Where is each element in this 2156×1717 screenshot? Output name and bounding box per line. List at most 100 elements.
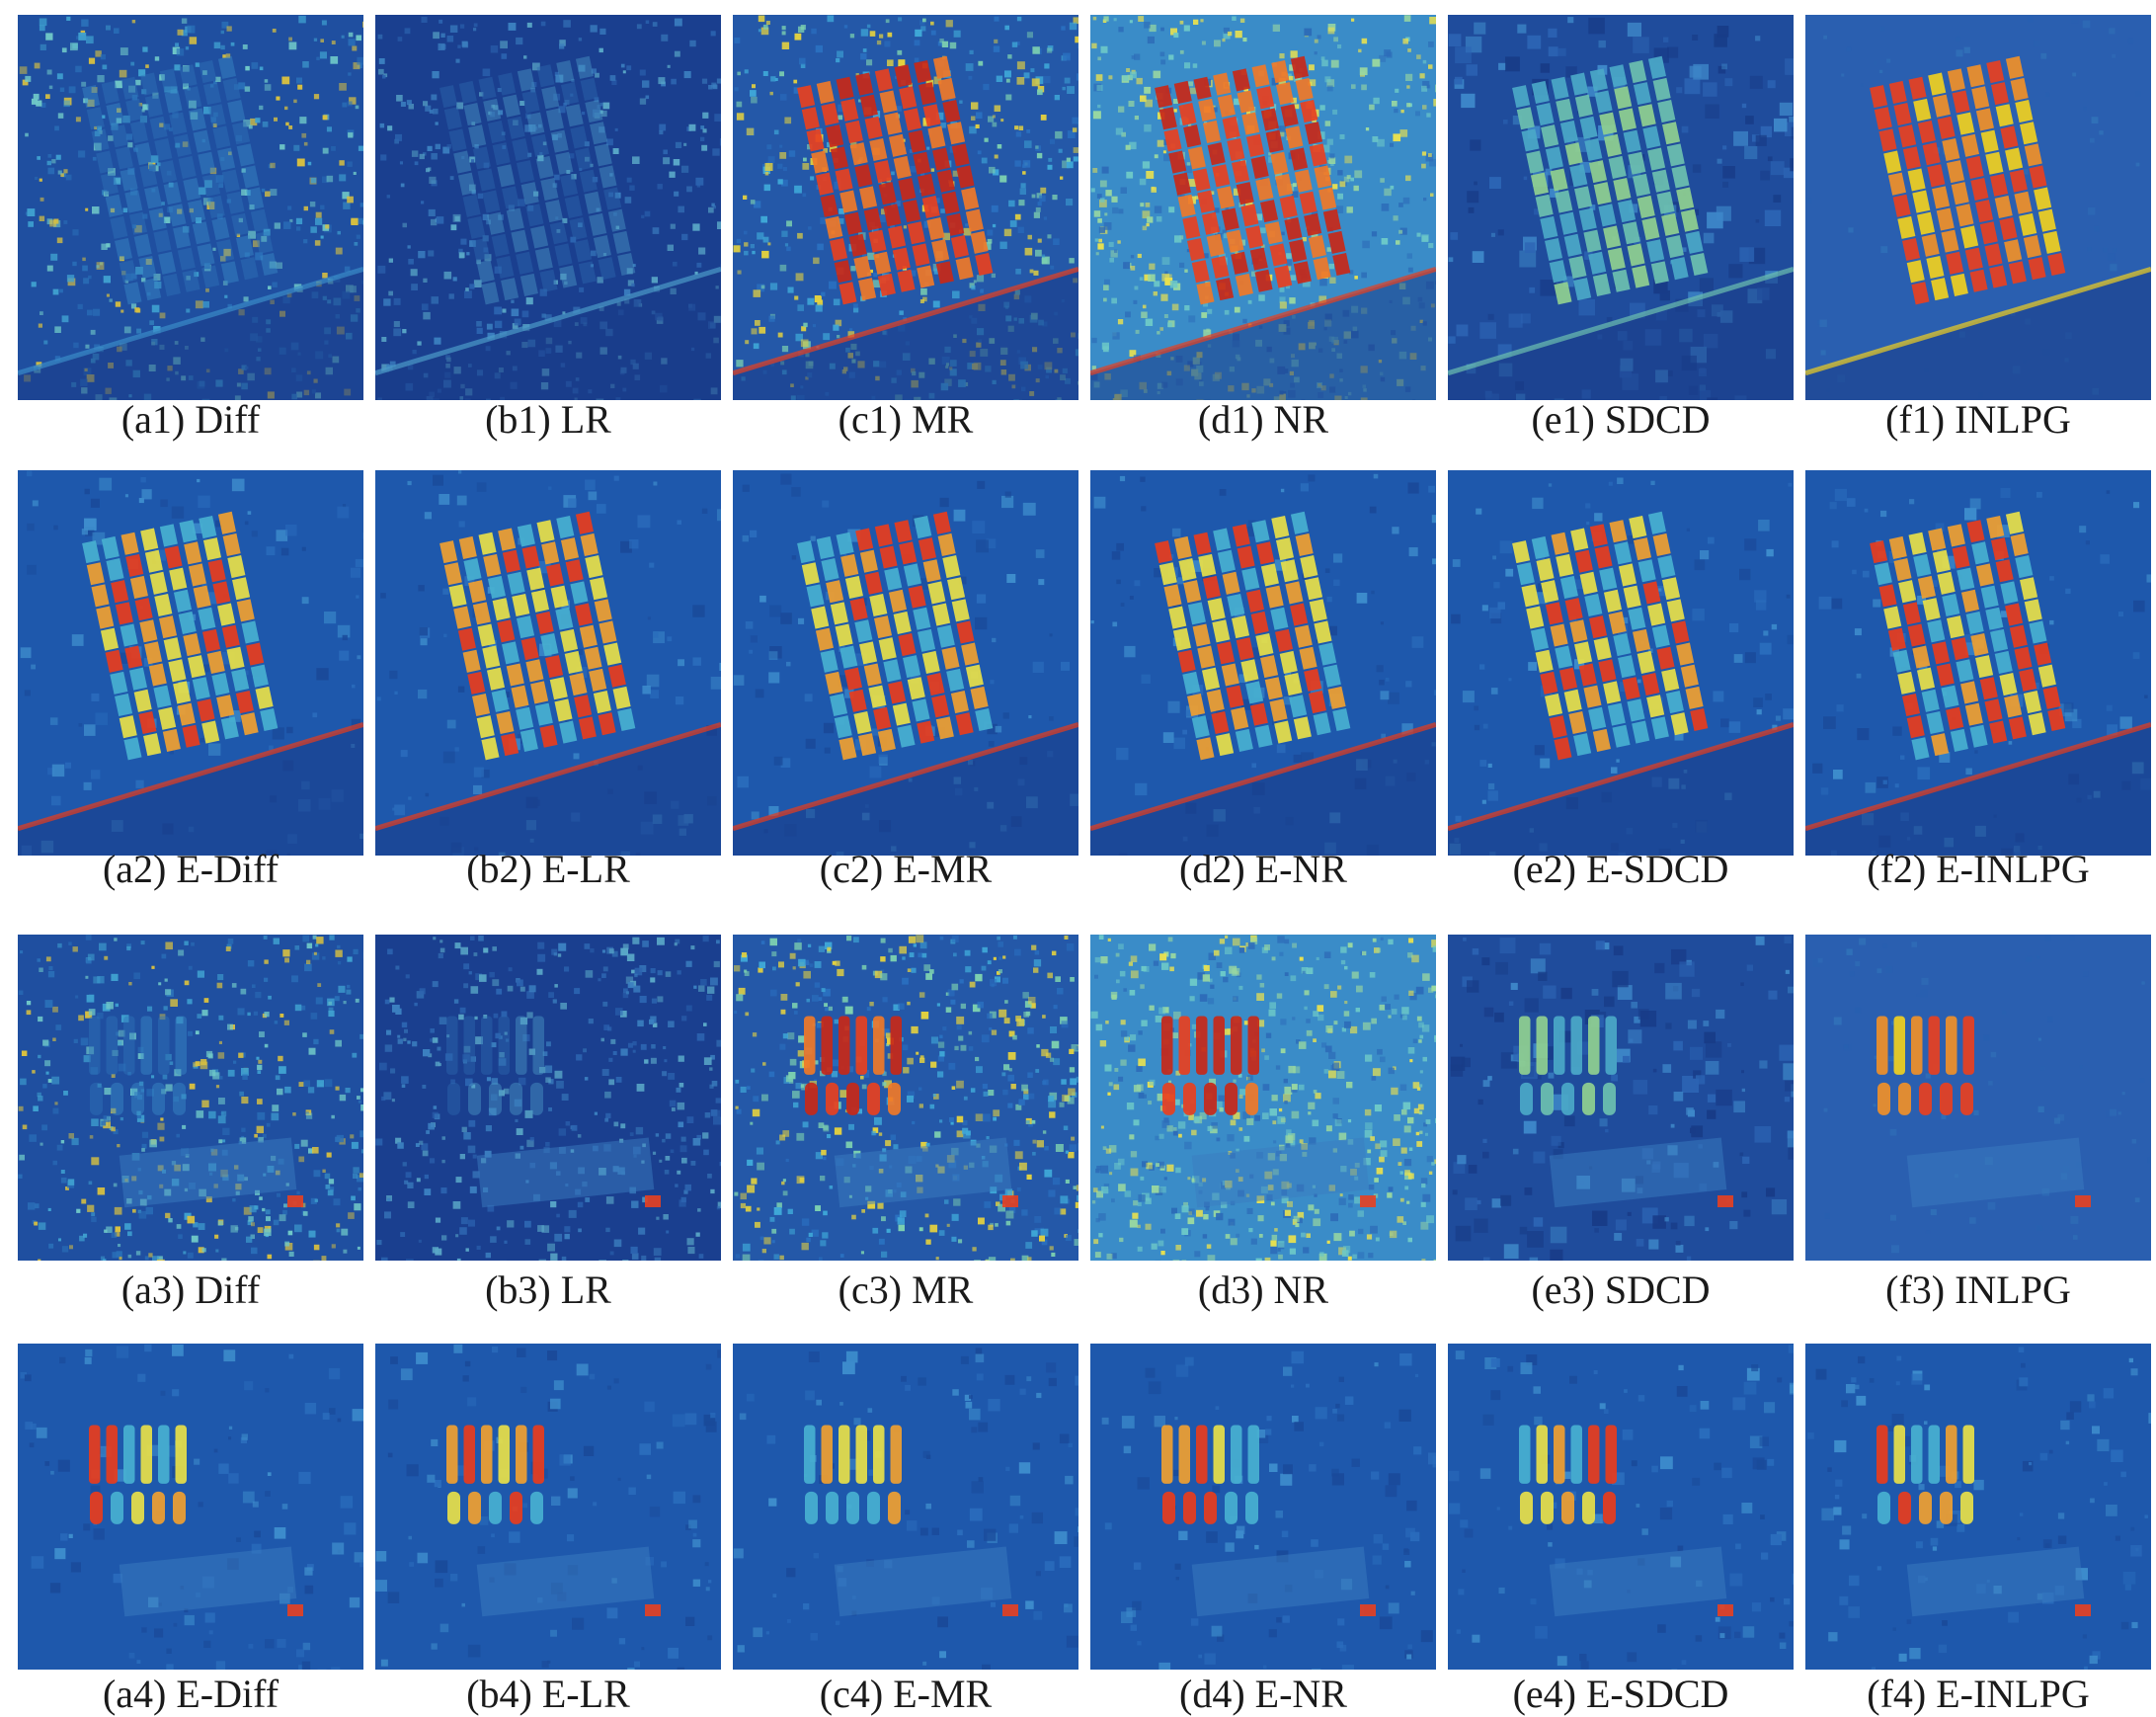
change-map-image	[375, 1344, 721, 1670]
speckle-texture	[1448, 1345, 1794, 1670]
speckle-texture	[1450, 936, 1794, 1261]
lower-region	[1448, 269, 1794, 400]
panel-caption: (b1) LR	[485, 397, 611, 442]
lower-region	[733, 724, 1078, 856]
change-region	[1512, 55, 1709, 305]
panel-caption: (c2) E-MR	[819, 847, 993, 891]
change-map-image	[1090, 15, 1436, 400]
panel-background	[1805, 935, 2151, 1261]
edge-line	[1448, 722, 1794, 832]
result-map-panel	[18, 470, 363, 856]
edge-line	[1805, 722, 2151, 832]
edge-line	[1448, 267, 1794, 376]
panel-caption: (d2) E-NR	[1179, 847, 1347, 891]
edge-line	[18, 267, 363, 376]
panel-caption: (f1) INLPG	[1885, 397, 2071, 442]
change-map-image	[18, 1344, 363, 1670]
change-region	[804, 1016, 1018, 1208]
change-region	[82, 511, 279, 761]
change-region	[439, 511, 636, 761]
lower-region	[1090, 269, 1436, 400]
panel-caption: (f4) E-INLPG	[1867, 1672, 2090, 1716]
panel-caption: (a3) Diff	[120, 1267, 261, 1312]
edge-line	[1090, 267, 1436, 376]
change-region	[82, 55, 279, 305]
result-map-panel	[1805, 15, 2151, 400]
result-map-panel	[375, 470, 721, 856]
change-map-image	[18, 935, 363, 1261]
change-region	[1877, 1016, 2091, 1208]
result-map-panel	[1448, 935, 1794, 1261]
edge-line	[18, 722, 363, 832]
panel-caption: (e4) E-SDCD	[1512, 1672, 1729, 1716]
change-region	[1512, 511, 1709, 761]
change-map-image	[18, 470, 363, 856]
edge-line	[733, 267, 1078, 376]
change-map-image	[1448, 470, 1794, 856]
result-map-panel	[733, 935, 1078, 1261]
panel-caption: (b2) E-LR	[466, 847, 630, 891]
panel-background	[1090, 935, 1436, 1261]
lower-region	[375, 724, 721, 856]
edge-line	[375, 722, 721, 832]
change-region	[446, 1425, 661, 1617]
result-map-panel	[18, 15, 363, 400]
panel-background	[18, 935, 363, 1261]
change-region	[1870, 511, 2066, 761]
panel-caption: (d1) NR	[1197, 397, 1329, 442]
panel-caption: (f2) E-INLPG	[1867, 847, 2090, 891]
edge-line	[733, 722, 1078, 832]
panel-background	[1090, 1344, 1436, 1670]
panel-caption: (a1) Diff	[120, 397, 261, 442]
result-map-panel	[18, 1344, 363, 1670]
panel-caption: (e3) SDCD	[1531, 1267, 1711, 1312]
change-region	[89, 1016, 303, 1208]
change-region	[89, 1425, 303, 1617]
lower-region	[1448, 724, 1794, 856]
result-map-panel	[375, 1344, 721, 1670]
change-map-image	[375, 470, 721, 856]
change-map-image	[1448, 935, 1794, 1261]
change-map-image	[1805, 1344, 2151, 1670]
change-region	[1155, 511, 1351, 761]
change-region	[1519, 1016, 1733, 1208]
change-region	[1519, 1425, 1733, 1617]
change-map-image	[1090, 1344, 1436, 1670]
lower-region	[733, 269, 1078, 400]
lower-region	[1805, 724, 2151, 856]
result-map-panel	[1090, 470, 1436, 856]
panel-caption: (e1) SDCD	[1531, 397, 1711, 442]
result-map-panel	[733, 1344, 1078, 1670]
result-map-panel	[1448, 15, 1794, 400]
change-map-image	[733, 935, 1078, 1261]
change-region	[439, 55, 636, 305]
change-region	[804, 1425, 1018, 1617]
change-map-image	[375, 935, 721, 1261]
panel-background	[375, 935, 721, 1261]
panel-background	[733, 1344, 1078, 1670]
result-map-panel	[1090, 935, 1436, 1261]
result-map-panel	[733, 470, 1078, 856]
result-map-panel	[1805, 470, 2151, 856]
panel-background	[733, 935, 1078, 1261]
change-region	[1161, 1016, 1376, 1208]
result-map-panel	[1805, 935, 2151, 1261]
edge-line	[1090, 722, 1436, 832]
panel-caption: (c1) MR	[838, 397, 974, 442]
lower-region	[1805, 269, 2151, 400]
panel-caption: (c4) E-MR	[819, 1672, 993, 1716]
speckle-texture	[1101, 1350, 1436, 1670]
change-map-image	[1805, 470, 2151, 856]
panel-caption: (c3) MR	[838, 1267, 974, 1312]
lower-region	[375, 269, 721, 400]
panel-caption: (a4) E-Diff	[102, 1672, 279, 1716]
lower-region	[18, 724, 363, 856]
result-map-panel	[18, 935, 363, 1261]
change-region	[1877, 1425, 2091, 1617]
change-map-image	[375, 15, 721, 400]
panel-caption: (e2) E-SDCD	[1512, 847, 1729, 891]
change-region	[1161, 1425, 1376, 1617]
change-map-image	[1805, 15, 2151, 400]
panel-background	[1805, 1344, 2151, 1670]
